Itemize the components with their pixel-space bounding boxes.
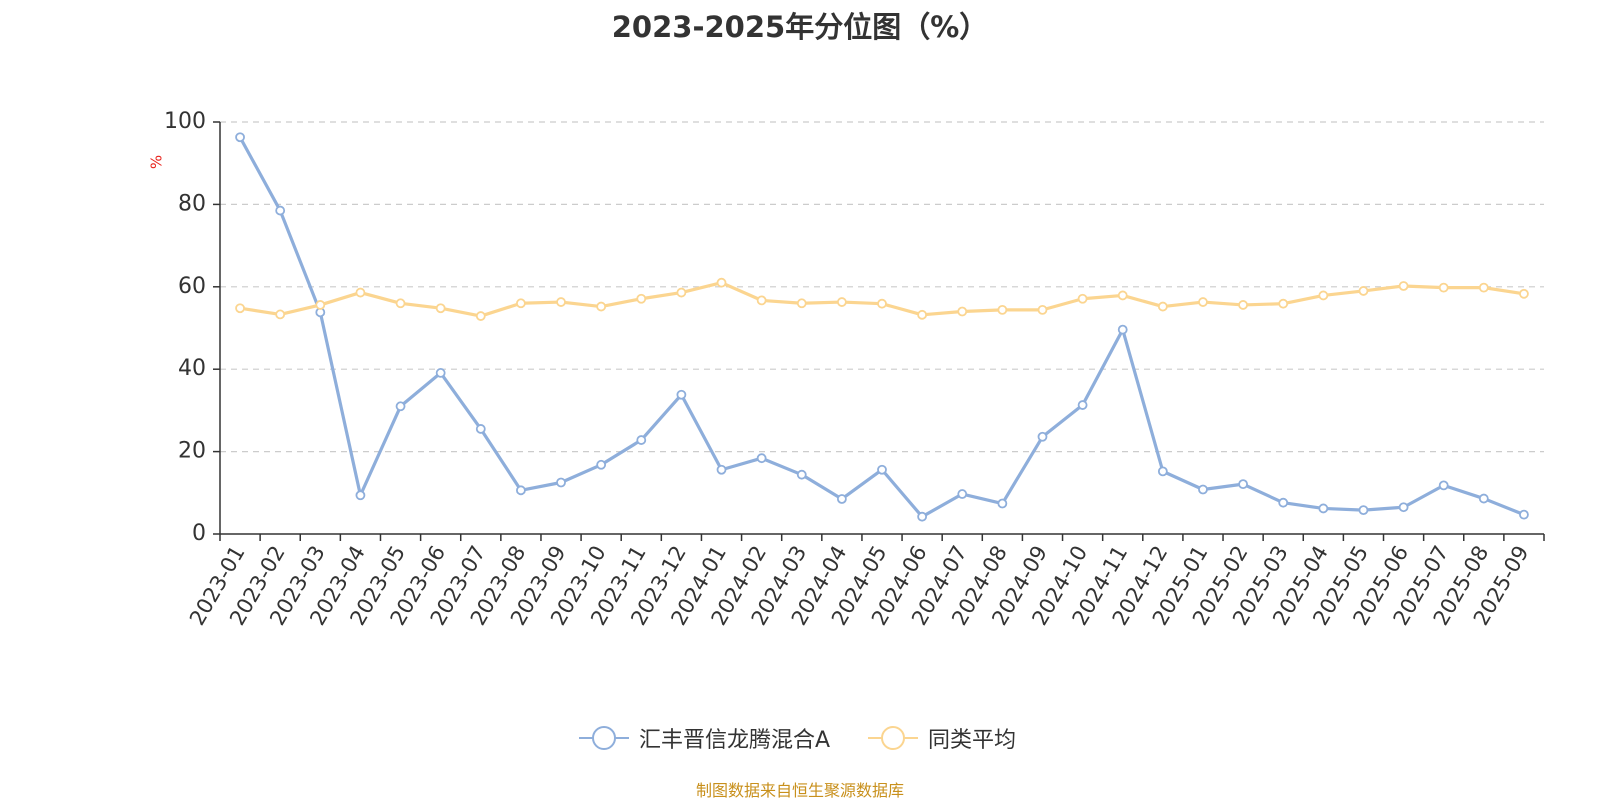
series-lines (235, 132, 1529, 522)
series-0-point (1278, 497, 1289, 508)
series-0-point (235, 132, 245, 143)
y-tick-label: 40 (178, 356, 206, 381)
series-1-point (435, 303, 446, 314)
series-0-point (1117, 324, 1128, 335)
series-0-point (1438, 480, 1449, 491)
series-1-point (957, 306, 968, 317)
y-tick-label: 100 (164, 109, 206, 134)
series-0-point (516, 485, 526, 496)
series-1-point (1157, 301, 1168, 312)
series-1-point (1037, 304, 1048, 315)
series-0-point (1519, 509, 1529, 520)
legend-swatch-average-icon (868, 726, 918, 750)
series-0-point (636, 435, 647, 445)
legend-label-category-average: 同类平均 (928, 728, 1017, 753)
legend: 汇丰晋信龙腾混合A 同类平均 (0, 721, 1600, 755)
series-0-point (716, 464, 727, 475)
series-0-point (917, 511, 928, 522)
series-1-point (1358, 286, 1369, 296)
series-0-point (475, 424, 486, 434)
series-1-point (516, 298, 526, 309)
grid-lines (220, 121, 1544, 453)
y-tick-label: 60 (178, 274, 206, 299)
series-0-point (1198, 484, 1208, 495)
series-1-point (395, 298, 406, 309)
series-0-point (1077, 400, 1088, 410)
series-0-point (435, 368, 446, 378)
series-1-point (877, 298, 887, 309)
series-1-point (355, 287, 366, 298)
source-note: 制图数据来自恒生聚源数据库 (695, 781, 904, 800)
series-1-point (1238, 300, 1248, 310)
legend-label-fund: 汇丰晋信龙腾混合A (639, 728, 831, 753)
series-0-point (756, 453, 767, 464)
series-0-point (1318, 503, 1329, 514)
series-0-point (676, 389, 687, 400)
series-1-point (1077, 293, 1088, 304)
series-1-point (836, 297, 847, 307)
series-line-0 (238, 135, 1526, 519)
series-0-point (596, 459, 607, 470)
series-0-point (1478, 493, 1489, 504)
series-0-point (957, 489, 968, 499)
chart-title: 2023-2025年分位图（%） (611, 10, 989, 44)
series-0-point (1398, 502, 1409, 513)
series-0-point (395, 401, 406, 412)
series-1-point (596, 301, 607, 312)
series-1-point (997, 304, 1008, 315)
series-1-point (796, 298, 807, 309)
series-1-point (1117, 290, 1128, 301)
series-0-point (877, 464, 887, 475)
axes (213, 121, 1545, 541)
series-0-point (275, 205, 286, 216)
y-tick-label: 20 (178, 439, 206, 464)
series-1-point (1438, 282, 1449, 293)
series-1-point (756, 295, 767, 306)
series-1-point (475, 311, 486, 321)
series-0-point (836, 494, 847, 504)
series-1-point (1198, 297, 1208, 307)
series-1-point (235, 303, 245, 314)
series-1-point (636, 293, 647, 304)
series-1-point (1278, 298, 1289, 309)
series-1-point (1519, 288, 1529, 299)
legend-swatch-fund-icon (579, 726, 629, 750)
series-0-point (355, 490, 366, 501)
series-0-point (1358, 505, 1369, 516)
series-1-point (917, 309, 928, 320)
series-0-point (556, 477, 566, 488)
series-1-point (1478, 282, 1489, 293)
series-1-point (1398, 281, 1409, 291)
series-1-point (315, 300, 326, 310)
legend-item-category-average[interactable]: 同类平均 (866, 721, 1016, 755)
series-0-point (796, 469, 807, 480)
series-1-point (1318, 290, 1329, 301)
y-tick-label: 80 (178, 191, 206, 216)
series-1-point (676, 287, 687, 298)
series-0-point (1157, 466, 1168, 477)
series-0-point (997, 498, 1008, 509)
series-1-point (275, 309, 286, 320)
series-1-point (716, 277, 727, 288)
y-tick-label: 0 (192, 521, 206, 546)
series-0-point (1238, 479, 1248, 490)
y-axis-title: % (148, 155, 166, 169)
series-0-point (1037, 431, 1048, 442)
legend-item-fund[interactable]: 汇丰晋信龙腾混合A (577, 721, 830, 755)
series-1-point (556, 297, 566, 307)
